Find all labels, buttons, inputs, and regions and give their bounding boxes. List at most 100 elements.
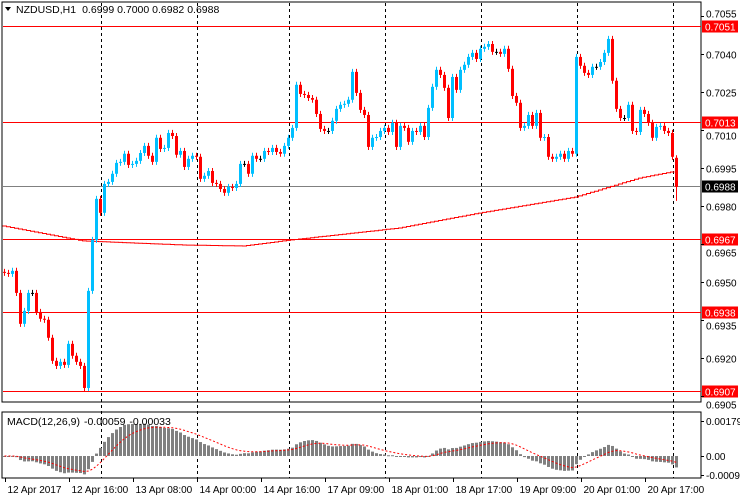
candle <box>83 362 86 391</box>
candle-body <box>555 156 558 159</box>
macd-panel[interactable] <box>1 411 702 479</box>
candle <box>511 65 514 99</box>
candle-body <box>55 360 58 366</box>
macd-histogram-bar <box>287 448 290 456</box>
time-axis-label: 20 Apr 01:00 <box>584 485 641 496</box>
candle-body <box>363 109 366 115</box>
macd-histogram-bar <box>207 445 210 456</box>
candle-body <box>299 84 302 94</box>
macd-histogram-bar <box>395 456 398 457</box>
macd-histogram-bar <box>351 443 354 456</box>
macd-histogram-bar <box>575 456 578 465</box>
candle-body <box>515 95 518 103</box>
macd-histogram-bar <box>83 456 86 475</box>
candle <box>91 236 94 294</box>
horizontal-levels: 0.7051 0.7013 0.6967 0.6938 0.6907 0.6988 <box>3 20 738 399</box>
candle <box>519 99 522 131</box>
macd-histogram-bar <box>215 449 218 456</box>
candle-body <box>527 114 530 126</box>
candle <box>331 117 334 134</box>
candle-body <box>335 108 338 121</box>
macd-histogram-bar <box>571 456 574 471</box>
macd-histogram-bar <box>659 456 662 462</box>
macd-histogram-bar <box>275 449 278 456</box>
candle-body <box>27 292 30 311</box>
candle-body <box>531 114 534 126</box>
candle-body <box>451 76 454 119</box>
candle-body <box>195 155 198 157</box>
macd-histogram-bar <box>411 456 414 458</box>
candle-body <box>207 170 210 176</box>
macd-histogram-bar <box>591 452 594 456</box>
candle-body <box>51 337 54 361</box>
candle-body <box>107 181 110 184</box>
time-axis[interactable]: 12 Apr 2017 12 Apr 16:00 13 Apr 08:00 14 Ap… <box>5 478 705 496</box>
candle <box>675 155 678 201</box>
candle-body <box>659 125 662 127</box>
candle <box>235 180 238 192</box>
triangle-down-icon[interactable] <box>5 7 11 11</box>
candle-body <box>483 46 486 49</box>
candle-body <box>279 151 282 154</box>
candle <box>559 150 562 160</box>
candle-body <box>523 125 526 128</box>
candle-body <box>135 160 138 164</box>
candle-body <box>231 186 234 188</box>
macd-histogram-bar <box>451 448 454 456</box>
candle-body <box>67 343 70 365</box>
macd-histogram-bar <box>651 456 654 462</box>
level-price-tag <box>702 233 738 246</box>
candle <box>607 35 610 56</box>
candle-body <box>379 130 382 138</box>
candle-body <box>235 183 238 188</box>
candle-body <box>211 170 214 183</box>
candle-body <box>31 292 34 294</box>
macd-histogram-bar <box>671 456 674 465</box>
macd-histogram-bar <box>127 424 130 456</box>
candle <box>551 153 554 162</box>
candle <box>459 66 462 93</box>
candle-body <box>639 109 642 132</box>
candle <box>11 267 14 277</box>
candle <box>143 142 146 157</box>
macd-histogram-bar <box>227 453 230 456</box>
macd-histogram-bar <box>155 425 158 456</box>
candle <box>267 147 270 156</box>
macd-histogram-bar <box>427 455 430 457</box>
candle-body <box>263 150 266 159</box>
candle <box>671 129 674 160</box>
macd-axis-label: 0.00 <box>706 452 726 463</box>
candle <box>587 69 590 78</box>
candle-body <box>119 161 122 163</box>
candle-body <box>427 107 430 138</box>
candle <box>471 49 474 60</box>
candle <box>603 49 606 66</box>
candle <box>427 104 430 141</box>
candle-body <box>435 69 438 87</box>
candle <box>635 127 638 135</box>
macd-header-text: MACD(12,26,9) -0.00059 -0.00033 <box>7 416 171 428</box>
macd-histogram-bar <box>419 456 422 458</box>
macd-histogram-bar <box>223 452 226 456</box>
candle-body <box>575 56 578 154</box>
level-price-tag <box>702 385 738 398</box>
macd-histogram-bar <box>195 439 198 456</box>
candle-body <box>439 69 442 75</box>
macd-histogram-bar <box>267 450 270 456</box>
price-axis-label: 0.7010 <box>706 132 737 143</box>
candle <box>179 147 182 158</box>
macd-histogram-bar <box>635 456 638 459</box>
candle-body <box>615 80 618 109</box>
price-axis[interactable]: 0.7055 0.7040 0.7025 0.7010 0.6995 0.6980 0.69… <box>701 10 737 412</box>
macd-histogram-bar <box>483 441 486 456</box>
candle <box>583 62 586 76</box>
macd-histogram-bar <box>123 424 126 456</box>
price-axis-label: 0.7025 <box>706 89 737 100</box>
candle <box>131 160 134 168</box>
candle <box>463 61 466 73</box>
candle <box>591 63 594 78</box>
macd-histogram-bar <box>251 452 254 456</box>
candle <box>375 133 378 141</box>
price-panel[interactable] <box>1 1 702 403</box>
